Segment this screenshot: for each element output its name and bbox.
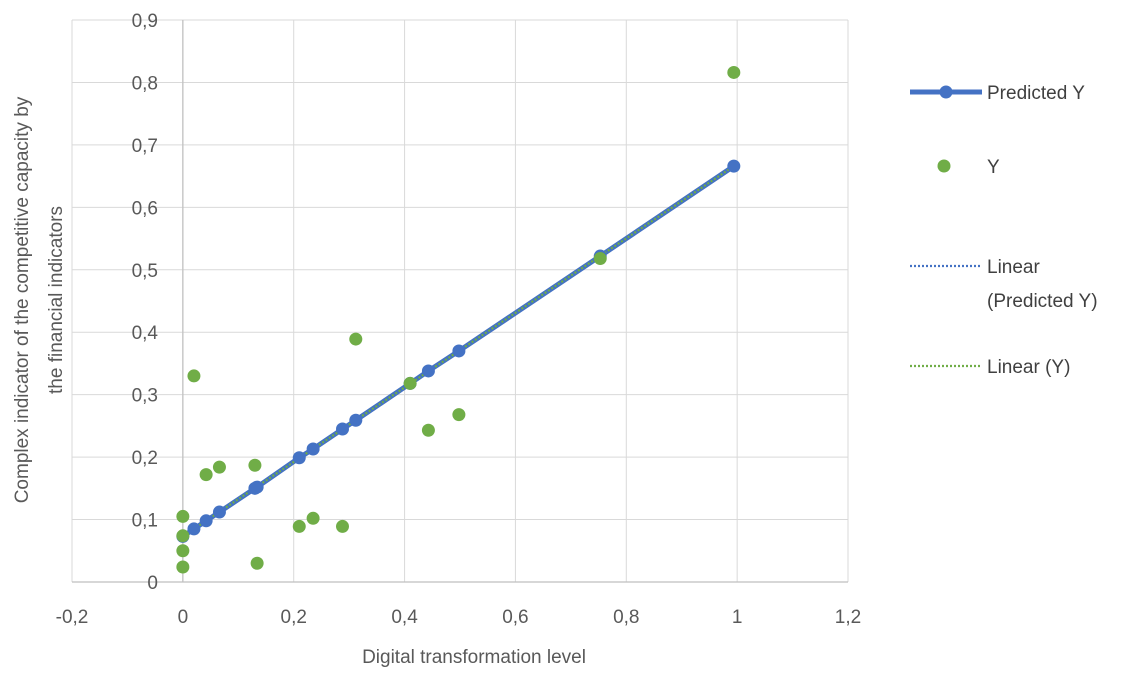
y-tick-label: 0,4 [132,323,159,344]
x-tick-label: 0,4 [391,607,418,628]
y-tick-label: 0,6 [132,198,158,219]
point-y [187,369,201,383]
point-predicted-y [727,159,741,173]
x-tick-label: -0,2 [56,607,89,628]
y-axis-title-line: Complex indicator of the competitive cap… [12,96,33,503]
y-tick-label: 0,3 [132,386,158,407]
point-y [199,468,213,482]
x-tick-label: 0,8 [613,607,639,628]
legend-label: (Predicted Y) [987,291,1098,312]
point-predicted-y [306,442,320,456]
point-predicted-y [212,505,226,519]
legend-label: Y [987,157,1000,178]
x-tick-label: 0 [178,607,189,628]
point-predicted-y [292,451,306,465]
legend: Predicted Y Y Linear (Predicted Y) Linear (Y… [910,83,1098,378]
point-y [593,252,607,266]
legend-item: Linear (Predicted Y) [910,257,1098,312]
point-y [403,376,417,390]
x-tick-label: 0,2 [281,607,307,628]
point-y [248,458,262,472]
x-tick-label: 1,2 [835,607,861,628]
point-predicted-y [421,364,435,378]
y-tick-label: 0,2 [132,448,158,469]
point-y [176,529,190,543]
point-y [452,408,466,422]
grid-lines [71,19,849,583]
legend-label: Predicted Y [987,83,1085,104]
tick-labels: -0,2 0 0,2 0,4 0,6 0,8 1 1,2 0 0,1 0,2 0,3 0,4 0,5 0,6… [56,11,862,628]
point-predicted-y [349,413,363,427]
y-tick-label: 0,1 [132,511,158,532]
point-predicted-y [452,344,466,358]
point-y [176,560,190,574]
point-y [306,511,320,525]
point-y [349,332,363,346]
y-axis-title-line: the financial indicators [46,206,67,394]
x-tick-label: 1 [732,607,743,628]
point-y [335,519,349,533]
trendline-y [182,165,735,538]
legend-swatch-marker [939,85,953,99]
legend-item: Y [937,157,1000,178]
point-predicted-y [250,480,264,494]
point-y [292,519,306,533]
point-y [176,544,190,558]
point-y [250,556,264,570]
y-tick-label: 0,9 [132,11,158,32]
point-y [176,509,190,523]
y-tick-label: 0,8 [132,73,158,94]
legend-swatch-marker [937,159,951,173]
point-predicted-y [199,514,213,528]
x-tick-label: 0,6 [502,607,528,628]
x-axis-title: Digital transformation level [362,647,586,668]
y-tick-label: 0,7 [132,136,158,157]
point-y [727,65,741,79]
y-tick-label: 0,5 [132,261,158,282]
point-y [212,460,226,474]
y-tick-label: 0 [147,573,158,594]
series-group [176,65,741,574]
point-y [421,423,435,437]
y-axis-title: Complex indicator of the competitive cap… [12,96,67,503]
point-predicted-y [335,422,349,436]
point-predicted-y [187,522,201,536]
legend-label: Linear (Y) [987,357,1070,378]
legend-item: Predicted Y [910,83,1085,104]
legend-label: Linear [987,257,1040,278]
legend-item: Linear (Y) [910,357,1070,378]
